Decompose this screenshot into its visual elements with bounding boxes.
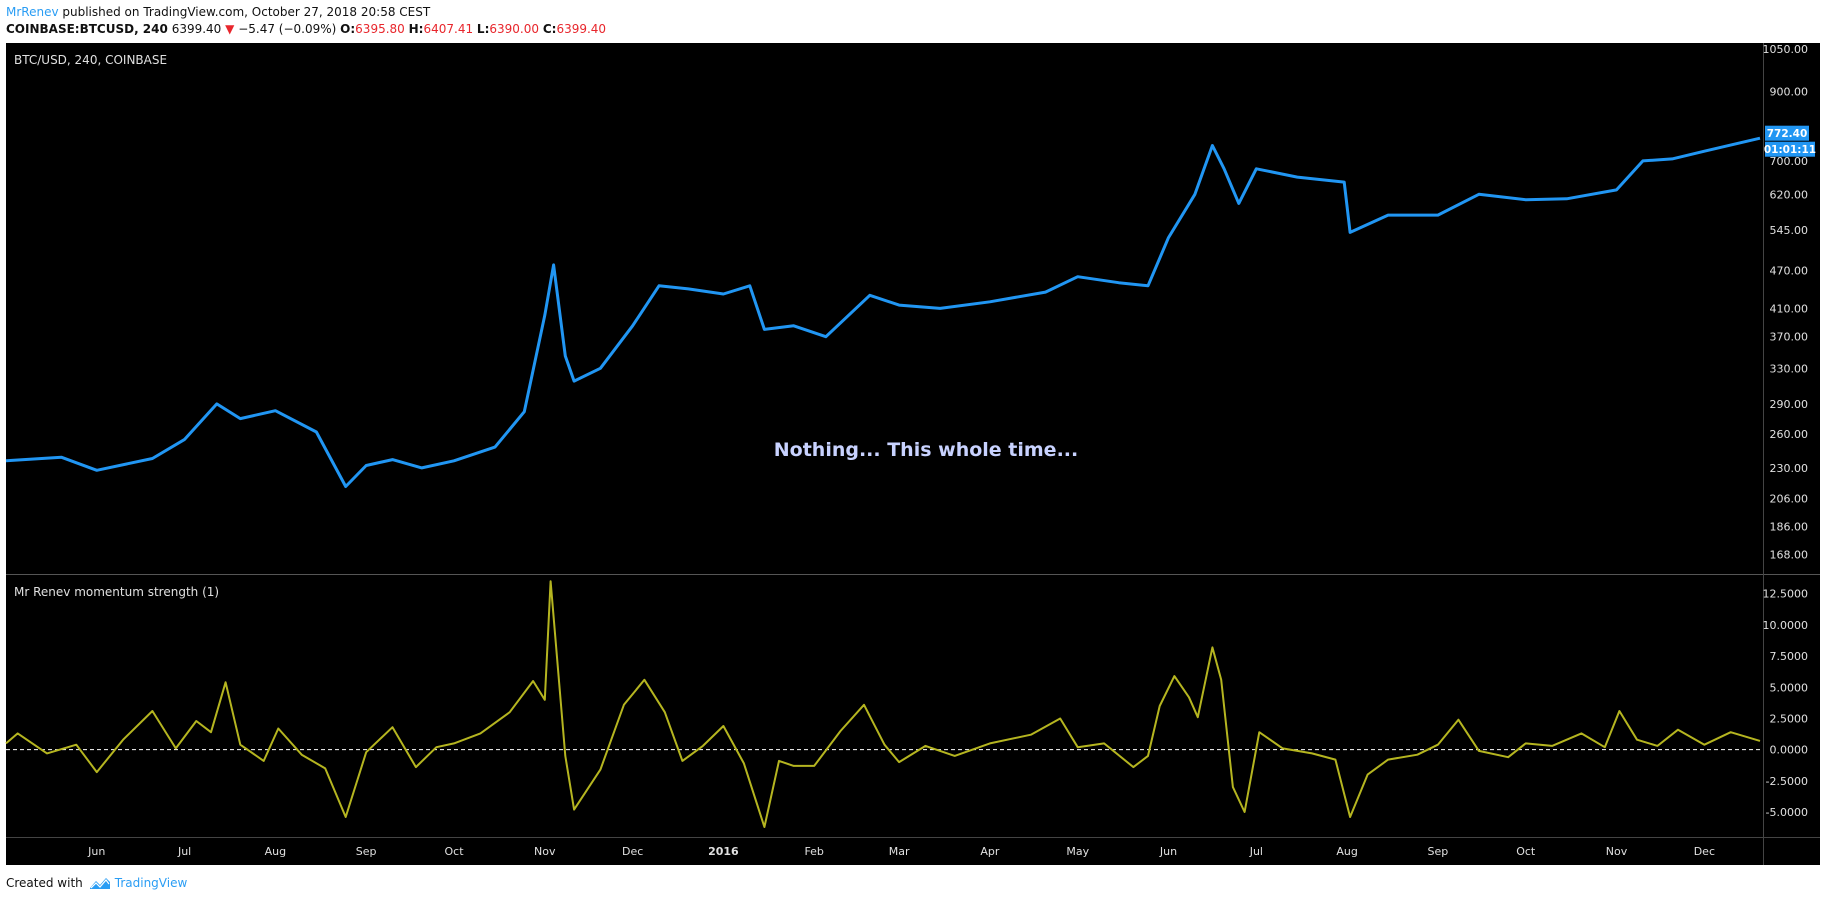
price-tick-label: 230.00: [1770, 462, 1809, 475]
tradingview-link[interactable]: TradingView: [89, 874, 188, 892]
down-arrow-icon: ▼: [225, 22, 235, 36]
price-tick-label: 900.00: [1770, 86, 1809, 99]
time-tick-label: Nov: [1606, 845, 1628, 858]
indicator-tick-label: 7.5000: [1770, 650, 1809, 663]
created-with-text: Created with: [6, 876, 83, 890]
open-value: 6395.80: [355, 22, 405, 36]
indicator-tick-label: -2.5000: [1766, 775, 1808, 788]
published-text: published on TradingView.com, October 27…: [58, 5, 431, 19]
price-tick-label: 206.00: [1770, 492, 1809, 505]
time-tick-label: 2016: [708, 845, 739, 858]
countdown-tag: [1765, 141, 1815, 157]
indicator-tick-label: 2.5000: [1770, 712, 1809, 725]
countdown-tag-label: 01:01:11: [1764, 144, 1816, 156]
price-tick-label: 545.00: [1770, 224, 1809, 237]
tradingview-brand-text: TradingView: [114, 876, 188, 890]
time-tick-label: Mar: [889, 845, 910, 858]
chart-background: [6, 43, 1820, 865]
indicator-pane-title: Mr Renev momentum strength (1): [14, 585, 219, 599]
price-tick-label: 290.00: [1770, 398, 1809, 411]
time-tick-label: Feb: [804, 845, 823, 858]
price-tick-label: 186.00: [1770, 520, 1809, 533]
high-label: H:: [408, 22, 424, 36]
tradingview-logo-icon: [89, 878, 110, 889]
high-value: 6407.41: [423, 22, 474, 36]
price-pane-title: BTC/USD, 240, COINBASE: [14, 53, 167, 67]
symbol-label: COINBASE:BTCUSD, 240: [6, 22, 168, 36]
indicator-tick-label: 5.0000: [1770, 681, 1809, 694]
time-tick-label: Dec: [1694, 845, 1715, 858]
close-label: C:: [542, 22, 557, 36]
chart-area[interactable]: BTC/USD, 240, COINBASE Mr Renev momentum…: [0, 0, 1828, 866]
time-tick-label: Jul: [1249, 845, 1263, 858]
time-tick-label: Jun: [87, 845, 105, 858]
time-tick-label: Jun: [1159, 845, 1177, 858]
price-series-line: [5, 136, 1761, 488]
price-tick-label: 370.00: [1770, 331, 1809, 344]
indicator-tick-label: -5.0000: [1766, 806, 1808, 819]
indicator-tick-label: 10.0000: [1763, 619, 1809, 632]
footer: Created with TradingView: [6, 874, 187, 892]
last-price-tag: [1765, 125, 1809, 141]
last-price-tag-label: 772.40: [1767, 128, 1808, 140]
price-tick-label: 260.00: [1770, 428, 1809, 441]
open-label: O:: [340, 22, 356, 36]
price-tick-label: 1050.00: [1763, 43, 1809, 56]
price-tick-label: 330.00: [1770, 362, 1809, 375]
indicator-series-line: [5, 580, 1761, 828]
time-tick-label: Sep: [1428, 845, 1449, 858]
low-value: 6390.00: [489, 22, 539, 36]
price-change: −5.47 (−0.09%): [238, 22, 337, 36]
price-tick-label: 620.00: [1770, 188, 1809, 201]
author-link[interactable]: MrRenev: [6, 5, 59, 19]
time-tick-label: Sep: [356, 845, 377, 858]
price-tick-label: 470.00: [1770, 265, 1809, 278]
time-tick-label: Nov: [534, 845, 556, 858]
last-price: 6399.40: [171, 22, 222, 36]
time-tick-label: Aug: [1336, 845, 1357, 858]
time-tick-label: Oct: [1516, 845, 1536, 858]
symbol-bar: COINBASE:BTCUSD, 240 6399.40 ▼ −5.47 (−0…: [6, 21, 606, 37]
price-tick-label: 410.00: [1770, 302, 1809, 315]
annotation-text: Nothing... This whole time...: [774, 439, 1078, 461]
time-tick-label: May: [1066, 845, 1089, 858]
time-tick-label: Apr: [980, 845, 1000, 858]
indicator-tick-label: 12.5000: [1763, 588, 1809, 601]
indicator-tick-label: 0.0000: [1770, 744, 1809, 757]
time-tick-label: Jul: [177, 845, 191, 858]
low-label: L:: [476, 22, 490, 36]
time-tick-label: Aug: [265, 845, 286, 858]
publication-header: MrRenev published on TradingView.com, Oc…: [6, 4, 430, 20]
close-value: 6399.40: [556, 22, 607, 36]
price-tick-label: 700.00: [1770, 155, 1809, 168]
price-tick-label: 168.00: [1770, 549, 1809, 562]
time-tick-label: Oct: [445, 845, 465, 858]
time-tick-label: Dec: [622, 845, 643, 858]
